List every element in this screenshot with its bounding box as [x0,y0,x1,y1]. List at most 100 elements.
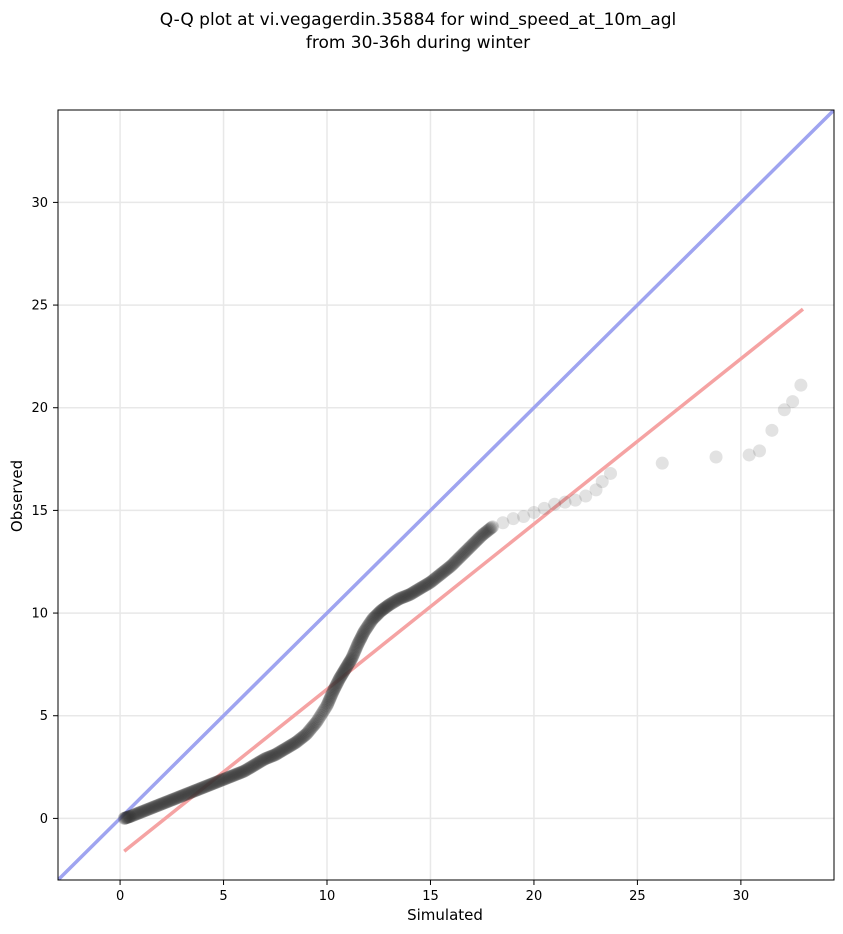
data-point [444,559,458,573]
data-point [354,632,368,646]
data-point [210,775,224,789]
data-point [334,670,348,684]
y-tick-label: 30 [31,196,48,211]
data-point [151,798,165,812]
data-point [476,527,490,541]
data-point [422,576,436,590]
data-point [558,495,572,509]
y-tick-label: 10 [31,607,48,622]
data-point [443,560,457,574]
data-point [263,750,277,764]
data-point [173,790,187,804]
data-point [184,785,198,799]
data-point [469,534,483,548]
data-point [121,810,135,824]
data-point [298,728,312,742]
data-point [256,753,270,767]
data-point [286,737,300,751]
data-point [145,801,159,815]
data-point [189,783,203,797]
data-point [234,765,248,779]
chart-subtitle: from 30-36h during winter [306,33,530,53]
data-point [401,588,415,602]
data-point [410,583,424,597]
data-point [396,590,410,604]
data-point [230,767,244,781]
data-point [117,811,131,825]
data-point [321,696,335,710]
data-point [343,654,357,668]
data-point [260,751,274,765]
data-point [272,745,286,759]
data-point [118,811,132,825]
data-point [281,740,295,754]
data-point [579,489,593,503]
data-point [339,660,353,674]
data-point [327,683,341,697]
data-point [261,751,275,765]
data-point [262,750,276,764]
data-point [251,756,265,770]
data-point [313,710,327,724]
data-point [220,771,234,785]
data-point [418,578,432,592]
data-point [408,585,422,599]
data-point [655,456,669,470]
data-point [183,786,197,800]
data-point [197,780,211,794]
data-point [445,558,459,572]
data-point [219,772,233,786]
data-point [345,650,359,664]
data-points [117,378,808,825]
data-point [369,609,383,623]
data-point [135,805,149,819]
data-point [355,629,369,643]
data-point [470,533,484,547]
data-point [202,778,216,792]
data-point [124,809,138,823]
data-point [280,741,294,755]
y-tick-label: 15 [31,504,48,519]
data-point [229,767,243,781]
data-point [309,716,323,730]
data-point [517,510,531,524]
data-point [378,601,392,615]
data-point [319,700,333,714]
x-tick-label: 25 [629,889,646,904]
data-point [308,717,322,731]
data-point [199,779,213,793]
data-point [315,707,329,721]
data-point [125,809,139,823]
data-point [765,423,779,437]
data-point [177,788,191,802]
data-point [174,789,188,803]
data-point [136,804,150,818]
data-point [377,602,391,616]
data-point [268,748,282,762]
data-point [397,590,411,604]
data-point [373,605,387,619]
data-point [176,788,190,802]
data-point [440,562,454,576]
data-point [467,536,481,550]
data-point [366,612,380,626]
data-point [295,730,309,744]
data-point [285,738,299,752]
data-point [483,521,497,535]
data-point [324,688,338,702]
data-point [405,586,419,600]
data-point [231,767,245,781]
data-point [159,795,173,809]
data-point [331,674,345,688]
data-point [235,765,249,779]
data-point [200,779,214,793]
data-point [257,752,271,766]
data-point [753,444,767,458]
data-point [376,602,390,616]
data-point [389,594,403,608]
data-point [171,790,185,804]
data-point [163,794,177,808]
data-point [282,740,296,754]
y-tick-label: 5 [40,709,48,724]
data-point [472,531,486,545]
